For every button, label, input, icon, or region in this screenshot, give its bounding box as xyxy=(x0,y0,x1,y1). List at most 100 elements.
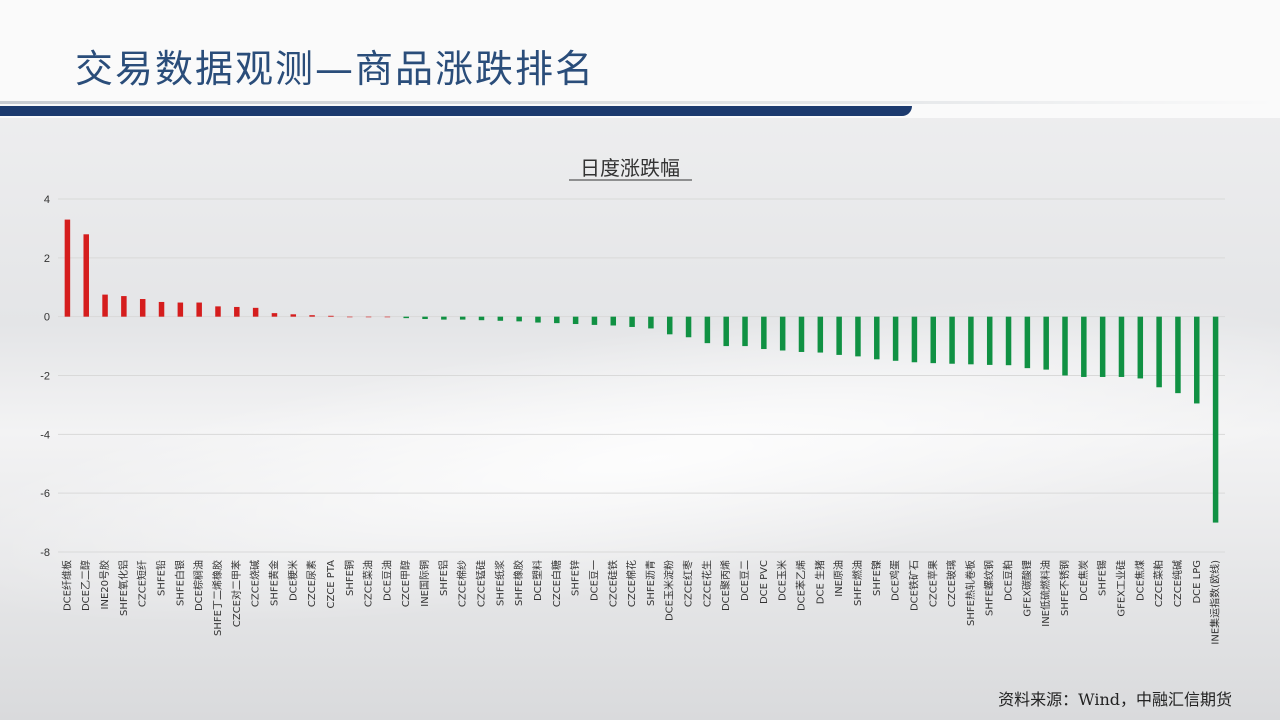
bar xyxy=(1043,316,1049,370)
x-tick-label: DCE聚丙烯 xyxy=(719,560,732,611)
bar xyxy=(836,316,842,355)
bar xyxy=(1156,316,1162,388)
bar xyxy=(422,316,428,320)
bar xyxy=(1118,316,1125,377)
x-tick-label: SHFE沥青 xyxy=(644,560,657,606)
bar xyxy=(309,315,315,317)
x-tick-label: DCE PVC xyxy=(759,560,770,604)
bar xyxy=(365,316,372,318)
y-tick-label: 2 xyxy=(44,253,50,265)
source-note: 资料来源：Wind，中融汇信期货 xyxy=(998,690,1232,709)
bar xyxy=(798,316,805,352)
bar xyxy=(1212,316,1219,523)
bar xyxy=(158,301,165,317)
x-tick-label: CZCE PTA xyxy=(326,560,337,609)
x-tick-label: DCE铁矿石 xyxy=(907,560,920,611)
bar xyxy=(516,316,522,322)
bar xyxy=(648,316,654,329)
bar xyxy=(968,316,974,365)
bar xyxy=(1024,316,1031,369)
x-tick-label: SHFE纸浆 xyxy=(493,560,506,606)
header-band xyxy=(0,0,1280,118)
bar xyxy=(723,316,729,347)
x-tick-label: CZCE苹果 xyxy=(926,560,939,607)
x-tick-label: SHFE锡 xyxy=(1096,560,1109,596)
bar xyxy=(1081,316,1087,377)
bar xyxy=(441,316,447,320)
x-tick-label: SHFE铅 xyxy=(155,560,168,596)
y-tick-label: -2 xyxy=(40,371,50,383)
bar xyxy=(497,316,504,321)
x-tick-label: CZCE甲醇 xyxy=(399,560,412,607)
bar xyxy=(629,316,635,327)
x-tick-label: DCE豆二 xyxy=(739,560,751,601)
bar xyxy=(252,307,259,317)
bar xyxy=(1062,316,1068,376)
y-tick-label: -4 xyxy=(40,429,50,441)
bar xyxy=(855,316,861,357)
bar xyxy=(290,314,297,317)
bar xyxy=(403,316,409,319)
x-tick-label: CZCE尿素 xyxy=(305,560,318,607)
x-tick-label: CZCE红枣 xyxy=(682,560,695,607)
y-tick-label: -8 xyxy=(40,547,50,559)
x-tick-label: INE低硫燃料油 xyxy=(1039,560,1052,627)
bar xyxy=(986,316,993,365)
x-tick-label: CZCE棉纱 xyxy=(456,560,469,607)
x-tick-label: CZCE对二甲苯 xyxy=(230,560,243,627)
page-title: 交易数据观测—商品涨跌排名 xyxy=(75,47,596,91)
x-tick-label: INE国际铜 xyxy=(419,560,431,607)
y-tick-label: 4 xyxy=(44,194,50,206)
x-tick-label: DCE焦炭 xyxy=(1077,560,1090,601)
bar xyxy=(704,316,711,344)
x-tick-label: SHFE铜 xyxy=(344,560,356,596)
bar xyxy=(572,316,579,325)
x-tick-label: DCE玉米淀粉 xyxy=(663,560,676,621)
x-tick-label: SHFE锌 xyxy=(569,560,582,596)
x-tick-label: SHFE橡胶 xyxy=(512,560,525,606)
x-tick-label: SHFE白银 xyxy=(173,560,186,606)
x-tick-label: CZCE菜粕 xyxy=(1152,560,1165,607)
x-tick-label: SHFE丁二烯橡胶 xyxy=(211,560,224,636)
x-tick-label: CZCE硅铁 xyxy=(606,560,619,607)
x-tick-label: DCE塑料 xyxy=(531,560,544,601)
bar xyxy=(892,316,899,361)
x-tick-label: CZCE菜油 xyxy=(362,560,375,607)
bar xyxy=(102,294,108,317)
x-tick-label: DCE纤维板 xyxy=(60,560,73,611)
bar xyxy=(911,316,918,363)
x-tick-label: DCE LPG xyxy=(1192,560,1203,604)
bar xyxy=(234,306,240,317)
x-tick-label: SHFE氧化铝 xyxy=(117,560,130,616)
bar xyxy=(666,316,673,335)
header-divider xyxy=(0,101,1280,104)
bar xyxy=(535,316,541,323)
chart-title: 日度涨跌幅 xyxy=(580,157,680,180)
x-tick-label: CZCE短纤 xyxy=(136,560,149,607)
x-tick-label: CZCE棉花 xyxy=(625,560,638,607)
x-tick-label: DCE苯乙烯 xyxy=(794,560,807,611)
bar xyxy=(64,219,71,317)
bar xyxy=(328,315,334,317)
bar xyxy=(459,316,466,320)
x-tick-label: SHFE热轧卷板 xyxy=(964,560,977,626)
x-tick-label: DCE豆粕 xyxy=(1002,560,1015,601)
x-tick-label: SHFE镍 xyxy=(870,560,883,596)
x-tick-label: CZCE花生 xyxy=(700,560,713,607)
x-tick-label: CZCE纯碱 xyxy=(1171,560,1184,607)
bar xyxy=(177,302,184,317)
x-tick-label: SHFE铝 xyxy=(438,560,450,596)
header-accent-bar xyxy=(0,106,912,116)
x-tick-label: DCE玉米 xyxy=(776,560,789,601)
x-tick-label: DCE棕榈油 xyxy=(192,560,205,611)
x-tick-label: GFEX碳酸锂 xyxy=(1020,560,1033,617)
bar xyxy=(554,316,560,324)
x-tick-label: CZCE白糖 xyxy=(550,560,563,607)
bar xyxy=(1137,316,1144,379)
bar xyxy=(83,234,89,317)
x-tick-label: INE20号胶 xyxy=(98,560,111,609)
bar xyxy=(930,316,936,364)
x-tick-label: DCE乙二醇 xyxy=(79,560,92,611)
bar xyxy=(121,296,127,317)
bar-chart: 日度涨跌幅 4 2 0 -2 -4 -6 -8 DCE纤维板 DCE乙二醇 INE20号胶 SHF… xyxy=(40,157,1225,645)
